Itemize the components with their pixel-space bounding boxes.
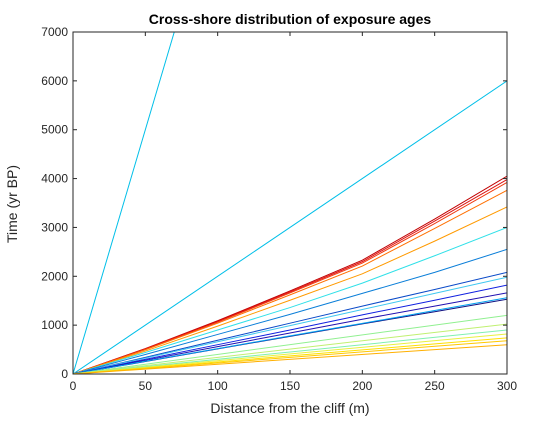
- x-tick-label: 150: [280, 379, 300, 393]
- y-tick-label: 4000: [41, 172, 68, 186]
- series-line-9: [73, 248, 507, 374]
- y-tick-label: 6000: [41, 74, 68, 88]
- x-axis-label: Distance from the cliff (m): [210, 400, 369, 416]
- series-line-17: [73, 323, 507, 374]
- series-line-13: [73, 292, 507, 374]
- y-tick-label: 0: [61, 367, 68, 381]
- series-line-12: [73, 284, 507, 374]
- series-line-22: [73, 344, 507, 374]
- x-tick-label: 300: [497, 379, 517, 393]
- series-line-6: [73, 189, 507, 374]
- series-line-10: [73, 271, 507, 374]
- x-tick-label: 250: [425, 379, 445, 393]
- chart-title: Cross-shore distribution of exposure age…: [149, 11, 432, 27]
- y-axis-label: Time (yr BP): [4, 165, 20, 243]
- y-tick-label: 2000: [41, 269, 68, 283]
- series-line-1: [73, 32, 175, 374]
- series-layer: [73, 32, 507, 374]
- series-line-16: [73, 314, 507, 374]
- series-line-8: [73, 226, 507, 374]
- x-tick-label: 200: [352, 379, 372, 393]
- y-tick-label: 1000: [41, 318, 68, 332]
- x-tick-label: 100: [208, 379, 228, 393]
- ticks-layer: 0 50 100 150 200 250 3000100020003000400050006…: [41, 25, 517, 393]
- y-tick-label: 3000: [41, 220, 68, 234]
- series-line-11: [73, 276, 507, 374]
- series-line-7: [73, 206, 507, 374]
- series-line-2: [73, 80, 507, 374]
- series-line-15: [73, 297, 507, 374]
- series-line-21: [73, 340, 507, 374]
- series-line-19: [73, 333, 507, 374]
- x-tick-label: 50: [139, 379, 153, 393]
- x-tick-label: 0: [70, 379, 77, 393]
- series-line-18: [73, 329, 507, 374]
- y-tick-label: 7000: [41, 25, 68, 39]
- y-tick-label: 5000: [41, 123, 68, 137]
